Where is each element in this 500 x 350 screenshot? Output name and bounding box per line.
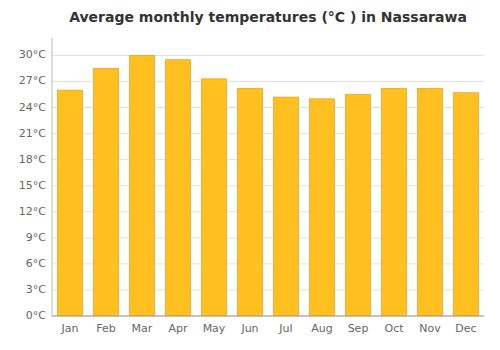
y-tick-label: 15°C [19,179,46,192]
bar [417,88,442,316]
bar [57,90,82,316]
bar [453,93,478,316]
x-tick-label: Apr [168,322,188,335]
y-tick-label: 9°C [26,231,46,244]
y-grid [52,55,484,316]
x-tick-label: Oct [384,322,404,335]
bar [165,60,190,316]
bar [273,97,298,316]
x-tick-label: Jul [278,322,292,335]
bar [93,68,118,316]
x-tick-label: Jan [61,322,79,335]
bars [57,55,478,316]
x-tick-label: Sep [348,322,369,335]
y-tick-label: 30°C [19,48,46,61]
page: {"chart_data": {"type": "bar", "title": … [0,0,500,350]
chart-svg: Average monthly temperatures (°C ) in Na… [0,0,500,350]
x-tick-label: Jun [240,322,258,335]
grid-line [52,316,484,317]
bar [201,79,226,316]
bar [381,88,406,316]
x-axis-line [52,316,484,317]
y-tick-label: 21°C [19,127,46,140]
x-tick-label: Nov [419,322,441,335]
bar [237,88,262,316]
y-tick-label: 18°C [19,153,46,166]
chart-title: Average monthly temperatures (°C ) in Na… [69,9,467,25]
y-tick-label: 27°C [19,74,46,87]
x-tick-label: Dec [455,322,476,335]
bar [345,94,370,316]
y-tick-label: 6°C [26,257,46,270]
chart-container: Average monthly temperatures (°C ) in Na… [0,0,500,350]
y-tick-label: 12°C [19,205,46,218]
x-tick-label: Mar [132,322,153,335]
y-tick-label: 0°C [26,309,46,322]
x-tick-label: May [203,322,226,335]
x-tick-labels: Jan Feb Mar Apr May Jun Jul Aug Sep Oct Nov Dec [61,322,477,335]
y-tick-label: 3°C [26,283,46,296]
x-tick-label: Aug [311,322,332,335]
y-tick-labels: 0°C 3°C 6°C 9°C 12°C 15°C 18°C 21°C 24°C 27°C 30°C [19,48,46,322]
y-tick-label: 24°C [19,101,46,114]
bar [309,99,334,316]
grid-line [52,55,484,56]
y-axis-line [52,38,53,316]
bar [129,55,154,316]
x-tick-label: Feb [96,322,115,335]
